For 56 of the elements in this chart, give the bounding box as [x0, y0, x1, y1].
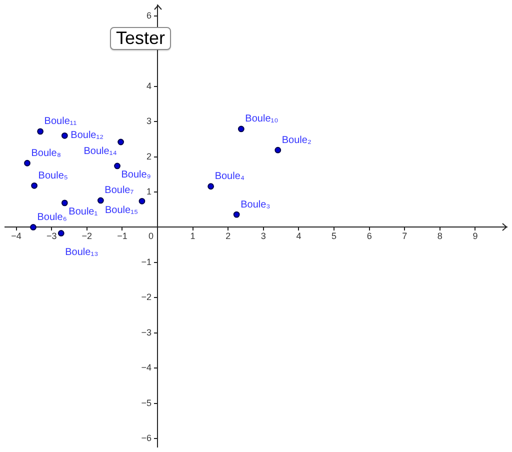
point [31, 182, 38, 189]
y-tick-label: 6 [146, 10, 152, 20]
annotation: Boule₁₄ [84, 146, 117, 157]
x-tick-label: 3 [260, 231, 266, 242]
x-tick-label: 8 [437, 231, 442, 242]
x-tick-label: 1 [190, 231, 196, 242]
x-tick-label: 6 [366, 231, 372, 242]
y-tick-label: −3 [141, 327, 152, 338]
annotation: Boule₇ [104, 185, 134, 196]
point [238, 126, 244, 132]
annotation: Boule₁₃ [65, 246, 98, 258]
annotation: Boule₈ [31, 148, 61, 159]
point [30, 224, 36, 230]
point [138, 198, 146, 204]
y-tick-label: −1 [141, 256, 152, 267]
y-tick-label: 1 [146, 186, 152, 196]
x-tick-label: 7 [402, 231, 408, 242]
annotation: Boule₅ [38, 170, 68, 182]
point [58, 230, 64, 236]
point [114, 162, 120, 170]
y-tick-label: −6 [141, 433, 152, 444]
y-tick-label: 3 [146, 116, 152, 126]
point [233, 211, 240, 218]
annotation: Boule₁₀ [245, 114, 278, 125]
point [274, 146, 282, 154]
annotation: Boule₂ [282, 134, 312, 146]
x-tick-label: 9 [472, 231, 478, 242]
point [118, 138, 124, 146]
point [208, 183, 214, 190]
point [61, 132, 68, 139]
y-tick-label: 2 [146, 151, 152, 162]
annotation: Boule₁₁ [44, 116, 78, 128]
x-tick-label: −4 [11, 231, 22, 242]
y-tick-label: 4 [146, 80, 152, 91]
y-tick-label: −5 [141, 398, 152, 408]
x-tick-label: −3 [46, 231, 57, 242]
button[interactable]: Tester [110, 27, 172, 50]
annotation: Boule₉ [121, 170, 151, 181]
x-tick-label: 4 [296, 231, 302, 242]
annotation: Boule₆ [37, 212, 67, 223]
annotation: Boule₁₅ [104, 204, 138, 216]
y-tick-label: −2 [141, 292, 152, 302]
annotation: Boule₄ [214, 171, 244, 182]
y-tick-label: −4 [141, 362, 152, 373]
point [61, 200, 68, 206]
annotation: Boule₃ [240, 199, 270, 210]
point [97, 197, 104, 204]
annotation: Boule₁ [68, 206, 98, 218]
x-tick-label: 5 [332, 231, 337, 242]
point [37, 128, 44, 135]
x-tick-label: 0 [148, 231, 154, 242]
x-tick-label: −2 [82, 231, 92, 242]
point [24, 160, 30, 166]
x-tick-label: −1 [117, 231, 128, 242]
x-tick-label: 2 [226, 231, 231, 242]
annotation: Boule₁₂ [70, 130, 104, 141]
